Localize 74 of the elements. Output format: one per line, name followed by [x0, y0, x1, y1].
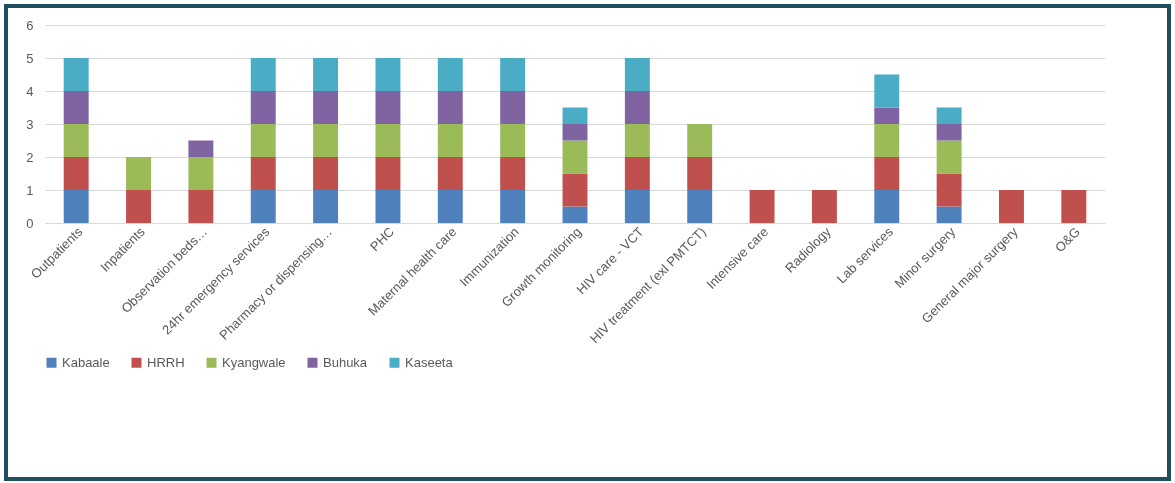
bar: [500, 157, 526, 190]
bar: [874, 124, 900, 157]
bar: [874, 157, 900, 190]
bar: [1061, 190, 1087, 223]
bar: [375, 157, 401, 190]
legend-label: Kyangwale: [222, 354, 286, 370]
bar: [562, 173, 588, 207]
legend-label: Kabaale: [62, 354, 110, 370]
y-tick-label: 3: [26, 116, 34, 132]
bar: [250, 157, 276, 190]
bar: [437, 157, 463, 190]
bar: [624, 157, 650, 190]
bar: [811, 190, 837, 223]
bar: [375, 190, 401, 223]
y-tick-label: 0: [26, 215, 34, 231]
bar: [188, 157, 214, 190]
bar: [63, 124, 89, 157]
bar: [687, 157, 713, 190]
bar: [500, 190, 526, 223]
bar: [562, 107, 588, 124]
bar: [624, 91, 650, 124]
bar: [437, 58, 463, 91]
bar: [500, 124, 526, 157]
bar: [500, 91, 526, 124]
bar: [188, 140, 214, 157]
bar: [936, 107, 962, 124]
bar: [375, 58, 401, 91]
bar: [250, 190, 276, 223]
bar: [437, 91, 463, 124]
bar: [874, 190, 900, 223]
y-tick-label: 4: [26, 83, 34, 99]
bar: [562, 124, 588, 141]
bar: [437, 124, 463, 157]
bar: [500, 58, 526, 91]
bar: [126, 190, 151, 223]
bar: [936, 206, 962, 223]
legend-label: Buhuka: [323, 354, 368, 370]
bar: [562, 140, 588, 174]
bar: [375, 91, 401, 124]
bar: [562, 206, 588, 223]
bar: [936, 124, 962, 141]
bar: [313, 157, 339, 190]
bar: [687, 124, 713, 157]
bar: [313, 190, 339, 223]
bar: [63, 91, 89, 124]
bar: [126, 157, 151, 190]
legend-label: HRRH: [147, 354, 185, 370]
bar: [63, 58, 89, 91]
bar: [313, 91, 339, 124]
bar: [874, 74, 900, 108]
bar: [624, 190, 650, 223]
bar: [313, 58, 339, 91]
bar: [999, 190, 1024, 223]
bar: [188, 190, 214, 223]
bar: [250, 124, 276, 157]
bar: [874, 107, 900, 124]
bar: [624, 124, 650, 157]
y-tick-label: 5: [26, 50, 34, 66]
bar: [375, 124, 401, 157]
y-tick-label: 2: [26, 149, 34, 165]
bar: [250, 91, 276, 124]
bar: [936, 173, 962, 207]
bar: [437, 190, 463, 223]
y-tick-label: 6: [26, 17, 34, 33]
bar: [624, 58, 650, 91]
legend-label: Kaseeta: [405, 354, 454, 370]
bar: [63, 157, 89, 190]
bar: [936, 140, 962, 174]
bar: [63, 190, 89, 223]
bar: [749, 190, 775, 223]
bar: [313, 124, 339, 157]
bar: [687, 190, 713, 223]
bar: [250, 58, 276, 91]
y-tick-label: 1: [26, 182, 34, 198]
